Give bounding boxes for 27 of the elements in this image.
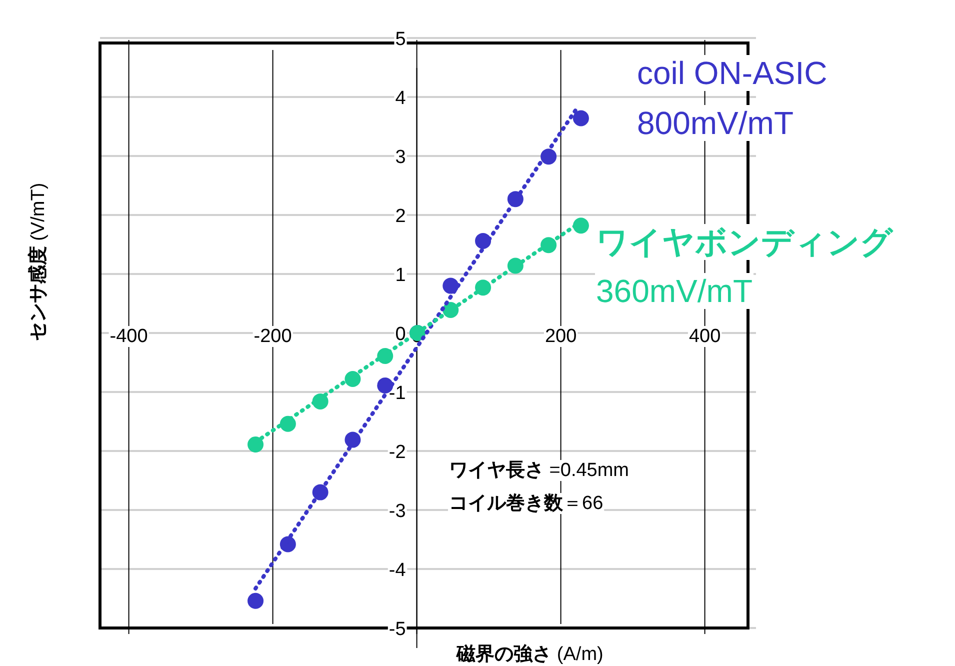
series-label: ワイヤボンディング xyxy=(596,224,894,260)
y-tick-label: 0 xyxy=(395,324,406,345)
annotation: コイル巻き数＝66 xyxy=(449,493,604,514)
y-tick-label: -5 xyxy=(388,619,406,640)
y-tick-label: -1 xyxy=(388,383,406,404)
y-tick-label: 4 xyxy=(395,88,406,109)
y-tick-label: 3 xyxy=(395,147,406,168)
series-label: coil ON-ASIC xyxy=(637,55,828,91)
x-tick-label: -200 xyxy=(254,326,292,347)
y-tick-label: 5 xyxy=(395,29,406,50)
y-tick-label: 1 xyxy=(395,265,406,286)
x-tick-label: 400 xyxy=(688,326,721,347)
x-axis-title: 磁界の強さ (A/m) xyxy=(456,643,604,665)
x-tick-label: 200 xyxy=(544,326,577,347)
y-tick-label: -3 xyxy=(388,501,406,522)
point xyxy=(572,218,589,234)
point xyxy=(572,110,589,126)
y-tick-label: -4 xyxy=(388,560,406,581)
point xyxy=(248,592,264,609)
x-tick-label: -400 xyxy=(110,326,148,347)
annotation: 800mV/mT xyxy=(637,105,794,141)
y-axis-title: センサ感度 (V/mT) xyxy=(27,182,49,342)
y-tick-label: -2 xyxy=(388,442,406,463)
y-tick-label: 2 xyxy=(395,206,406,227)
point xyxy=(248,436,264,453)
annotation: ワイヤ長さ =0.45mm xyxy=(449,460,630,481)
annotation: 360mV/mT xyxy=(596,273,752,309)
